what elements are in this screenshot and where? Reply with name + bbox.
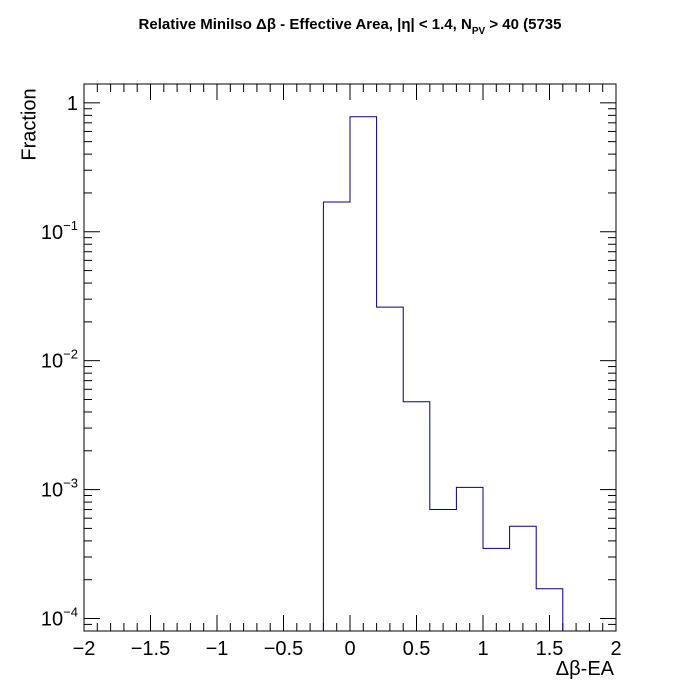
- chart-title-main: Relative MiniIso Δβ - Effective Area, |η…: [138, 16, 472, 33]
- x-tick-label: −0.5: [264, 638, 303, 660]
- y-axis-label: Fraction: [18, 88, 41, 161]
- y-tick-label: 10−2: [41, 347, 78, 373]
- y-tick-label: 10−1: [41, 218, 78, 244]
- y-tick-label: 10−3: [41, 476, 78, 502]
- y-tick-label: 1: [67, 93, 78, 115]
- x-tick-label: −1: [206, 638, 229, 660]
- x-tick-label: −1.5: [131, 638, 170, 660]
- x-axis-tick-labels: −2 −1.5 −1 −0.5 0 0.5 1 1.5 2: [73, 638, 622, 660]
- y-axis-tick-labels: 10−4 10−3 10−2 10−1 1: [41, 93, 78, 631]
- x-tick-label: 1: [477, 638, 488, 660]
- chart-title: Relative MiniIso Δβ - Effective Area, |η…: [0, 16, 700, 37]
- y-tick-label: 10−4: [41, 605, 78, 631]
- x-tick-label: 0: [344, 638, 355, 660]
- x-axis-ticks: [83, 84, 617, 631]
- y-axis-ticks: [84, 102, 616, 632]
- histogram-series-line: [322, 116, 564, 631]
- x-tick-label: −2: [73, 638, 96, 660]
- chart-title-subscript: PV: [471, 26, 486, 37]
- x-tick-label: 0.5: [403, 638, 431, 660]
- x-tick-label: 1.5: [536, 638, 564, 660]
- chart-title-tail: > 40 (5735: [485, 16, 562, 33]
- x-axis-label: Δβ-EA: [555, 658, 614, 680]
- x-tick-label: 2: [610, 638, 621, 660]
